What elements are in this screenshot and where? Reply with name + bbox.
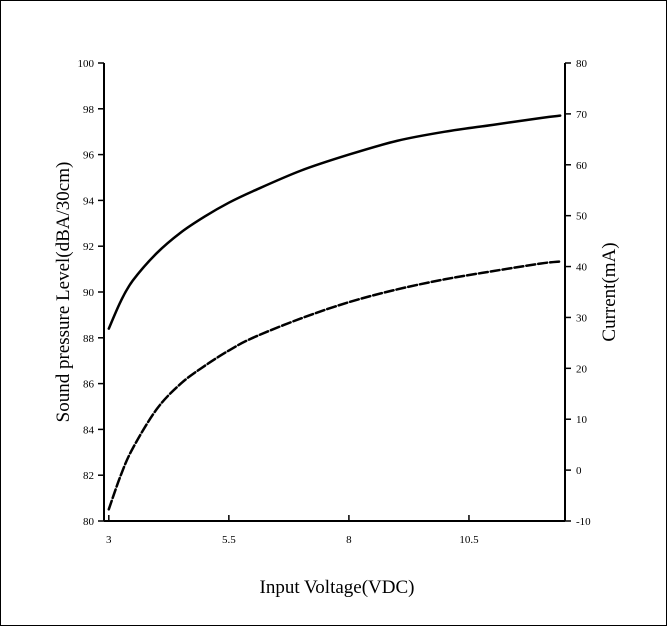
left-y-tick-label: 90 — [83, 287, 95, 299]
x-tick-label: 10.5 — [459, 534, 479, 546]
right-y-tick-label: 50 — [576, 211, 588, 223]
right-y-tick-label: 30 — [576, 312, 588, 324]
sound-pressure-series-line — [107, 114, 562, 330]
right-y-tick-label: 40 — [576, 262, 588, 274]
left-y-tick-label: 80 — [83, 516, 95, 528]
left-y-tick-label: 96 — [83, 150, 95, 162]
x-tick-label: 5.5 — [222, 534, 236, 546]
right-y-tick-label: 80 — [576, 58, 588, 70]
right-y-tick-label: -10 — [576, 516, 591, 528]
right-y-tick-label: 60 — [576, 160, 588, 172]
right-y-tick-label: 20 — [576, 363, 588, 375]
right-y-tick-label: 10 — [576, 414, 588, 426]
axes — [103, 63, 566, 522]
left-y-tick-label: 92 — [83, 241, 94, 253]
current-series-line — [107, 260, 562, 511]
right-y-tick-label: 70 — [576, 109, 588, 121]
right-y-axis-title: Current(mA) — [599, 242, 620, 341]
x-axis-title: Input Voltage(VDC) — [260, 577, 415, 598]
left-y-tick-label: 86 — [83, 379, 95, 391]
left-y-tick-label: 84 — [83, 424, 95, 436]
left-y-axis-title: Sound pressure Level(dBA/30cm) — [53, 162, 74, 423]
left-y-tick-label: 88 — [83, 333, 95, 345]
x-tick-label: 3 — [106, 534, 112, 546]
right-y-tick-label: 0 — [576, 465, 582, 477]
left-y-tick-label: 82 — [83, 470, 94, 482]
left-y-tick-label: 94 — [83, 195, 95, 207]
x-tick-label: 8 — [346, 534, 352, 546]
left-y-tick-label: 98 — [83, 104, 95, 116]
left-y-tick-label: 100 — [78, 58, 95, 70]
